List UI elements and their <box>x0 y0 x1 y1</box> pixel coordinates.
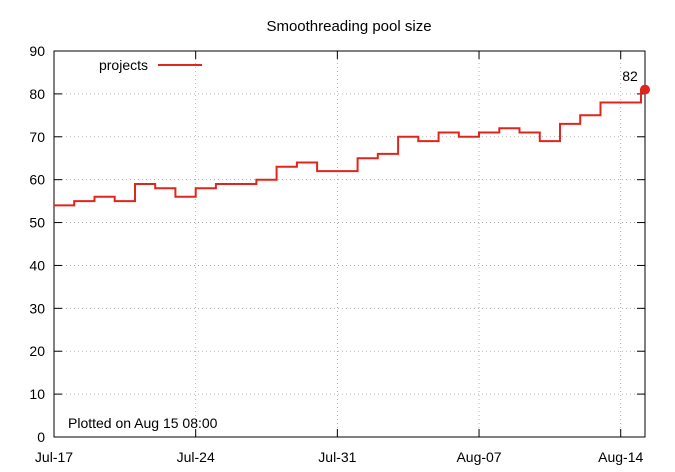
x-tick-label: Jul-31 <box>318 449 356 465</box>
chart-title: Smoothreading pool size <box>266 18 431 35</box>
plotted-on-note: Plotted on Aug 15 08:00 <box>68 415 218 431</box>
y-tick-label: 40 <box>29 257 45 273</box>
plot-frame <box>53 50 646 438</box>
last-value-label: 82 <box>622 68 638 84</box>
x-tick-label: Jul-24 <box>177 449 215 465</box>
x-tick-label: Aug-07 <box>456 449 501 465</box>
legend: projects <box>99 57 202 73</box>
y-tick-label: 60 <box>29 172 45 188</box>
series-line-projects <box>54 88 645 207</box>
y-tick-label: 80 <box>29 86 45 102</box>
legend-label: projects <box>99 57 148 73</box>
y-tick-label: 10 <box>29 386 45 402</box>
y-tick-label: 90 <box>29 43 45 59</box>
grid-layer <box>54 51 645 437</box>
x-tick-label: Jul-17 <box>35 449 73 465</box>
y-tick-label: 20 <box>29 343 45 359</box>
y-tick-label: 70 <box>29 129 45 145</box>
tick-layer: 0 10 20 30 40 50 60 70 80 90 Jul-17 Jul-24 Jul-31 Aug… <box>29 43 645 465</box>
y-tick-label: 50 <box>29 215 45 231</box>
y-tick-label: 30 <box>29 300 45 316</box>
last-point-marker <box>640 84 650 95</box>
series-layer <box>54 84 650 207</box>
y-tick-label: 0 <box>37 429 45 445</box>
x-tick-label: Aug-14 <box>598 449 643 465</box>
